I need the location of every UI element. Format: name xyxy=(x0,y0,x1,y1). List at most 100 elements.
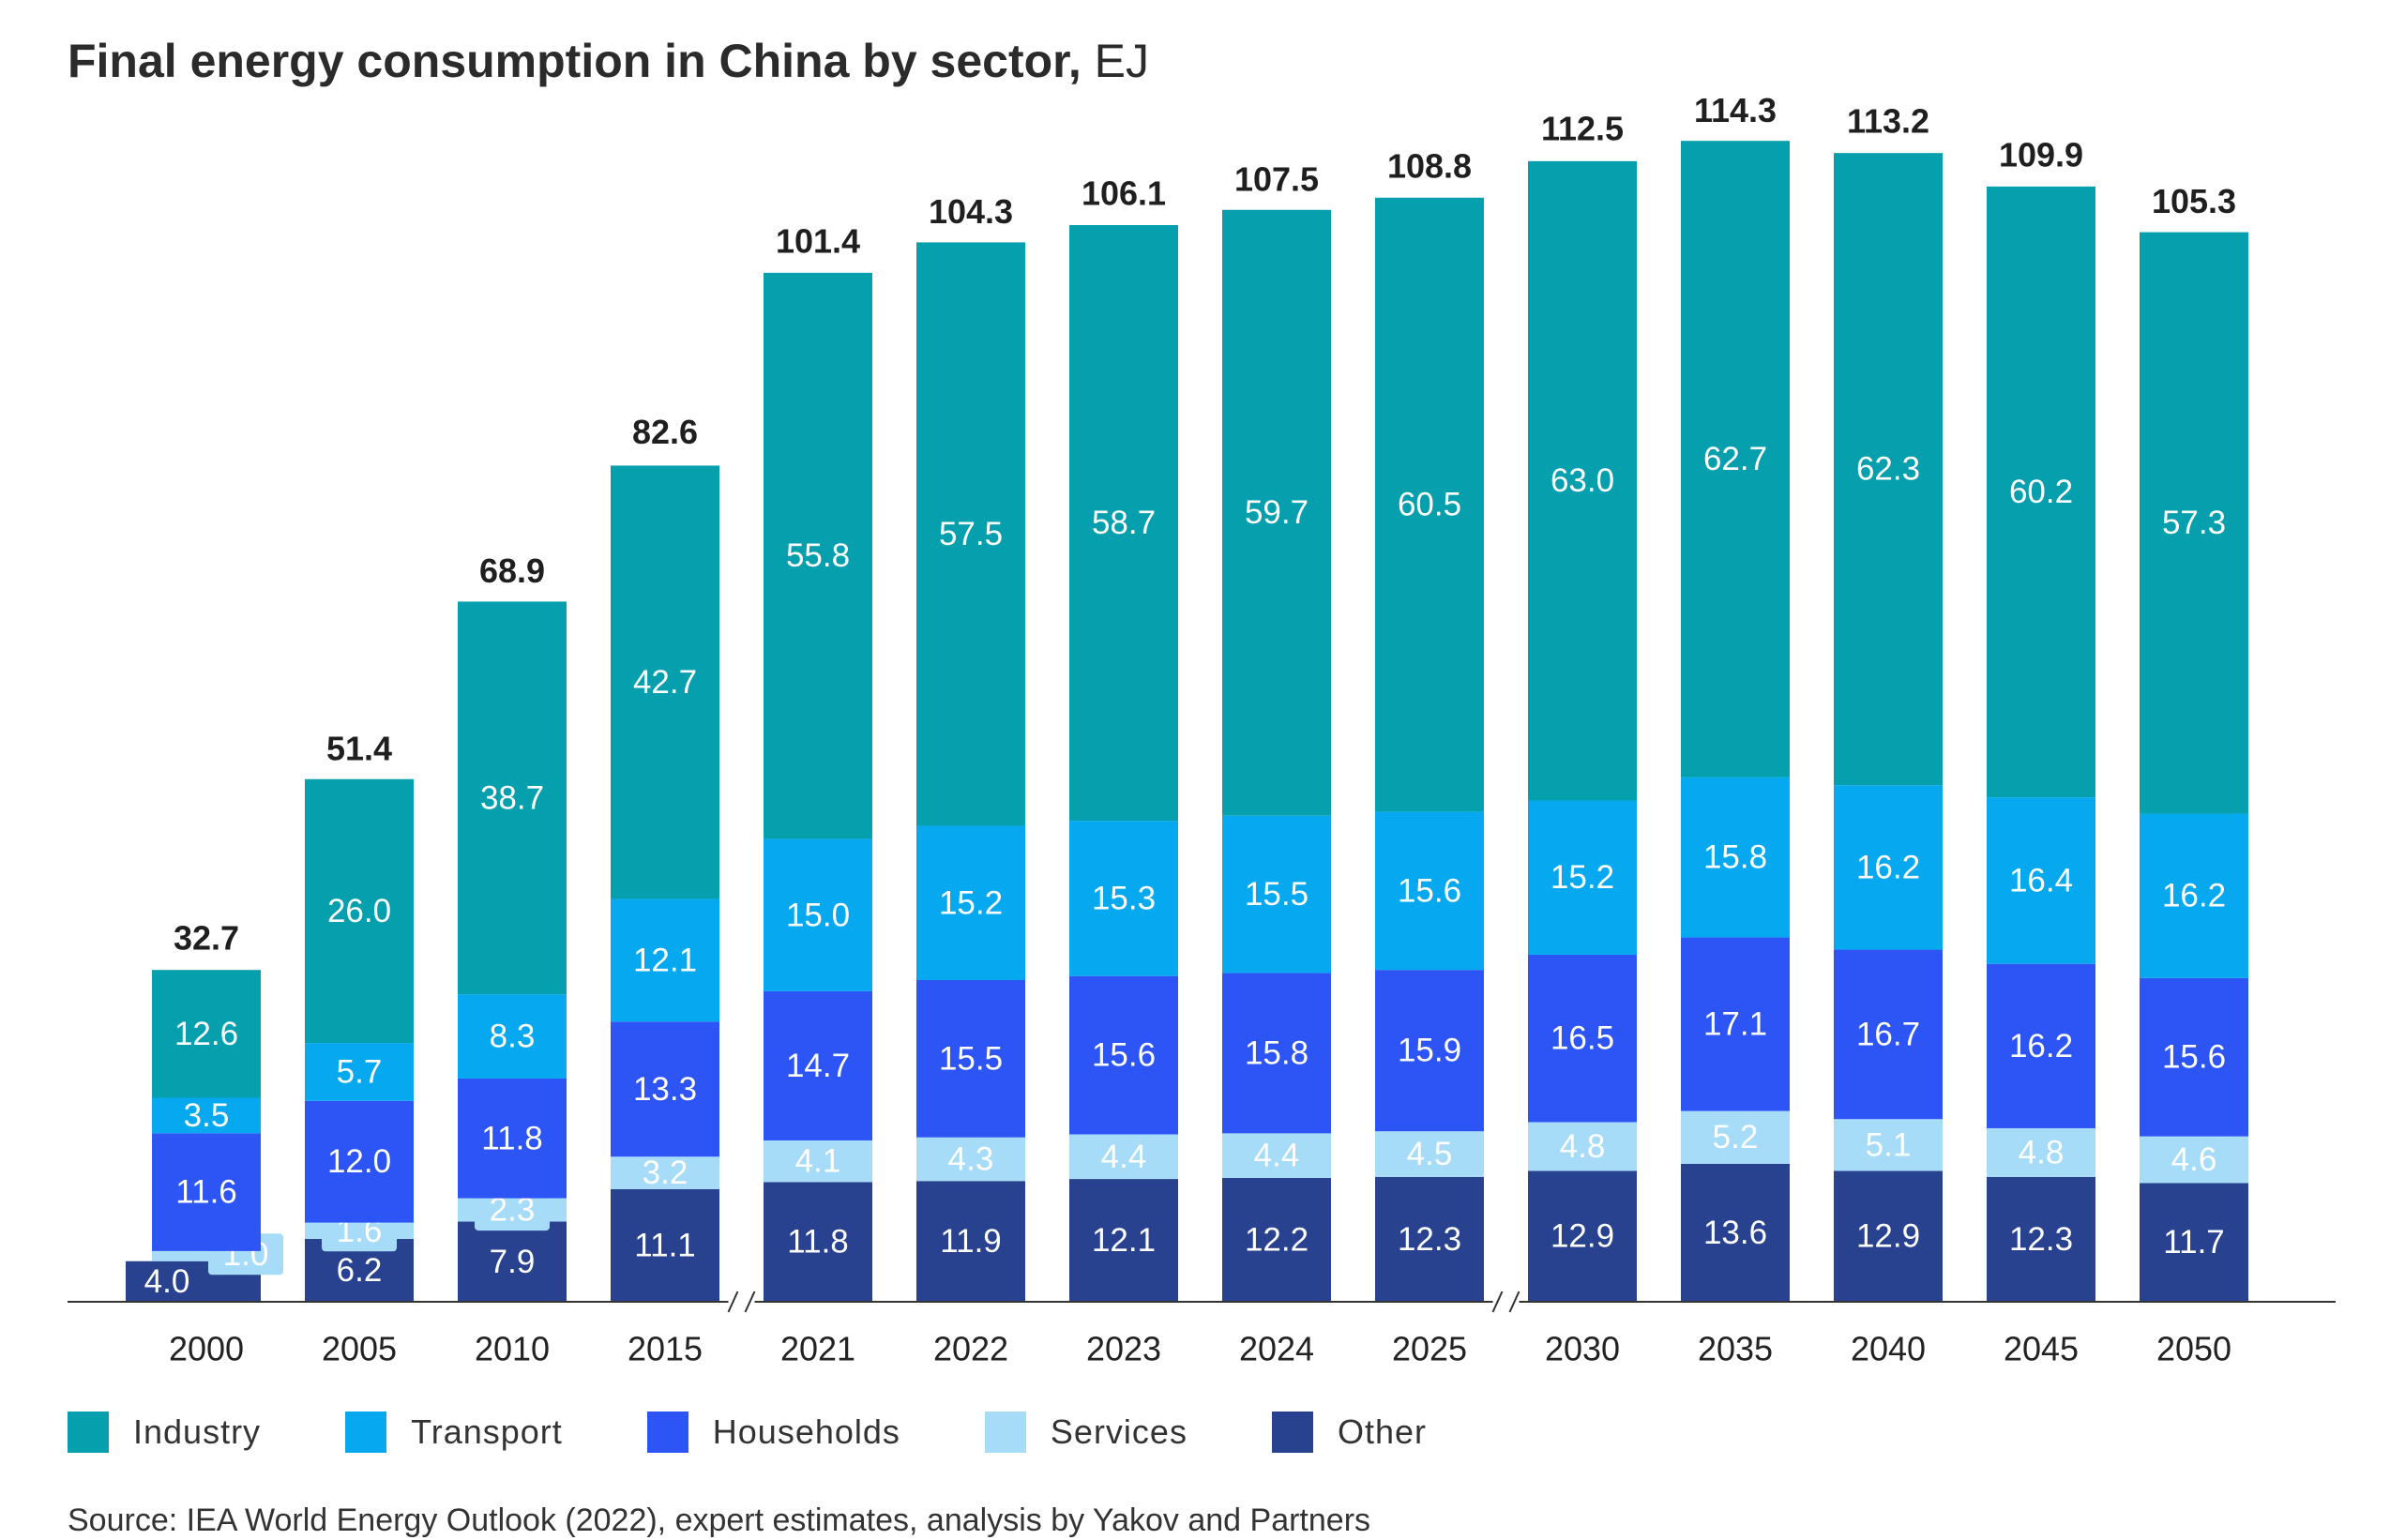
label-other-2021: 11.8 xyxy=(787,1224,849,1261)
x-tick-label-2025: 2025 xyxy=(1392,1330,1467,1368)
label-industry-2023: 58.7 xyxy=(1092,505,1156,541)
bar-other-2040 xyxy=(1834,1170,1943,1302)
bar-households-2000 xyxy=(152,1133,261,1251)
bar-industry-2050 xyxy=(2140,232,2248,814)
label-industry-2015: 42.7 xyxy=(633,664,697,701)
x-tick-label-2015: 2015 xyxy=(628,1330,703,1368)
label-industry-2040: 62.3 xyxy=(1856,451,1920,488)
label-transport-2025: 15.6 xyxy=(1398,872,1461,909)
label-other-2045: 12.3 xyxy=(2009,1221,2073,1258)
label-services-2035: 5.2 xyxy=(1713,1119,1759,1155)
legend-swatch-industry xyxy=(68,1412,109,1453)
legend-swatch-services xyxy=(984,1412,1026,1453)
bar-industry-2045 xyxy=(1987,186,2095,798)
x-tick-label-2050: 2050 xyxy=(2156,1330,2231,1368)
bar-services-2025 xyxy=(1375,1131,1484,1177)
label-industry-2024: 59.7 xyxy=(1245,494,1308,531)
source-note: Source: IEA World Energy Outlook (2022),… xyxy=(68,1502,1371,1538)
bar-services-2021 xyxy=(764,1140,872,1183)
axis-break-mark-1b xyxy=(744,1291,756,1313)
legend-label-households: Households xyxy=(712,1412,900,1451)
bar-industry-2035 xyxy=(1681,141,1790,778)
label-services-2045: 4.8 xyxy=(2019,1134,2065,1170)
legend: Industry Transport Households Services O… xyxy=(68,1412,1511,1453)
label-other-2030: 12.9 xyxy=(1550,1218,1614,1255)
legend-item-industry: Industry xyxy=(68,1412,261,1453)
legend-swatch-other xyxy=(1271,1412,1313,1453)
bar-transport-2030 xyxy=(1528,800,1637,955)
total-label-2025: 108.8 xyxy=(1387,146,1472,185)
label-industry-2030: 63.0 xyxy=(1550,462,1614,499)
total-label-2030: 112.5 xyxy=(1541,109,1624,147)
label-services-2022: 4.3 xyxy=(948,1140,994,1177)
label-households-2025: 15.9 xyxy=(1398,1033,1461,1069)
bar-services-2024 xyxy=(1222,1133,1331,1178)
bar-industry-2024 xyxy=(1222,209,1331,816)
bar-industry-2021 xyxy=(764,272,872,839)
bar-households-2010 xyxy=(458,1078,567,1199)
label-industry-2010: 38.7 xyxy=(480,779,544,816)
label-other-2025: 12.3 xyxy=(1398,1221,1461,1258)
bar-industry-2010 xyxy=(458,601,567,995)
label-other-2050: 11.7 xyxy=(2163,1224,2225,1261)
bar-industry-2030 xyxy=(1528,160,1637,801)
bar-transport-2023 xyxy=(1069,821,1178,976)
bar-transport-2010 xyxy=(458,994,567,1079)
label-other-2015: 11.1 xyxy=(634,1227,696,1263)
bar-households-2045 xyxy=(1987,963,2095,1128)
label-other-2022: 11.9 xyxy=(940,1223,1002,1260)
bar-industry-2025 xyxy=(1375,197,1484,812)
bar-other-2015 xyxy=(611,1188,719,1302)
bar-transport-2000 xyxy=(152,1097,261,1134)
axis-break-mark-2b xyxy=(1508,1291,1520,1313)
label-transport-2040: 16.2 xyxy=(1856,849,1920,885)
bar-other-2022 xyxy=(916,1181,1025,1302)
label-transport-2030: 15.2 xyxy=(1550,859,1614,896)
axis-break-mark-1a xyxy=(727,1291,739,1313)
legend-item-services: Services xyxy=(984,1412,1187,1453)
label-households-2030: 16.5 xyxy=(1550,1020,1614,1057)
label-households-2010: 11.8 xyxy=(481,1120,543,1156)
total-label-2021: 101.4 xyxy=(776,221,860,260)
x-tick-label-2030: 2030 xyxy=(1545,1330,1620,1368)
label-services-2025: 4.5 xyxy=(1407,1136,1453,1172)
x-tick-label-2045: 2045 xyxy=(2004,1330,2079,1368)
bar-other-2023 xyxy=(1069,1179,1178,1302)
label-households-2035: 17.1 xyxy=(1703,1006,1767,1043)
bar-households-2024 xyxy=(1222,973,1331,1134)
bar-households-2035 xyxy=(1681,937,1790,1111)
x-tick-label-2024: 2024 xyxy=(1239,1330,1314,1368)
bar-services-2045 xyxy=(1987,1127,2095,1177)
bar-industry-2022 xyxy=(916,242,1025,826)
label-services-2024: 4.4 xyxy=(1254,1138,1300,1174)
label-industry-2035: 62.7 xyxy=(1703,441,1767,477)
label-households-2023: 15.6 xyxy=(1092,1037,1156,1074)
label-households-2000: 11.6 xyxy=(175,1174,237,1211)
bar-transport-2040 xyxy=(1834,785,1943,950)
label-other-2010: 7.9 xyxy=(490,1244,536,1280)
total-label-2040: 113.2 xyxy=(1847,102,1929,141)
label-other-2023: 12.1 xyxy=(1092,1222,1156,1259)
bar-industry-2005 xyxy=(305,778,414,1044)
total-label-2050: 105.3 xyxy=(2152,182,2236,220)
x-tick-label-2010: 2010 xyxy=(475,1330,550,1368)
bar-transport-2050 xyxy=(2140,813,2248,978)
x-tick-label-2005: 2005 xyxy=(322,1330,397,1368)
bar-services-2035 xyxy=(1681,1110,1790,1164)
legend-label-other: Other xyxy=(1337,1412,1427,1451)
label-transport-2021: 15.0 xyxy=(786,897,850,933)
total-label-2045: 109.9 xyxy=(1999,135,2083,174)
x-tick-label-2022: 2022 xyxy=(933,1330,1008,1368)
label-transport-2045: 16.4 xyxy=(2009,862,2073,898)
label-transport-2000: 3.5 xyxy=(184,1097,230,1134)
bar-transport-2045 xyxy=(1987,797,2095,964)
label-other-2035: 13.6 xyxy=(1703,1215,1767,1251)
label-transport-2010: 8.3 xyxy=(490,1019,536,1055)
label-transport-2050: 16.2 xyxy=(2162,878,2226,914)
legend-swatch-households xyxy=(646,1412,688,1453)
bar-households-2050 xyxy=(2140,977,2248,1137)
bar-other-2010 xyxy=(458,1221,567,1302)
x-tick-label-2000: 2000 xyxy=(169,1330,244,1368)
label-other-2000: 4.0 xyxy=(144,1263,190,1300)
label-industry-2005: 26.0 xyxy=(327,893,391,929)
